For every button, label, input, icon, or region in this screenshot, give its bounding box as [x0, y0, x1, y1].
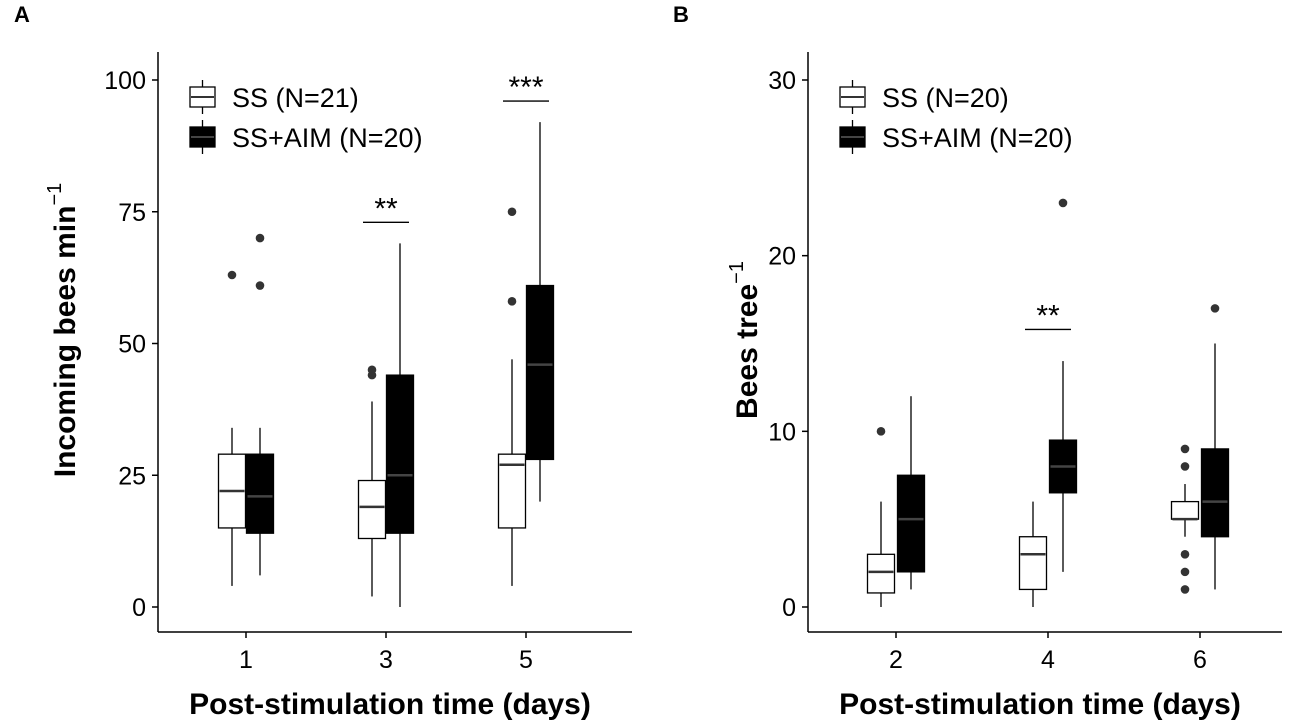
legend-item: SS+AIM (N=20)	[189, 120, 423, 154]
legend-label: SS+AIM (N=20)	[882, 123, 1073, 153]
legend: SS (N=20) SS+AIM (N=20)	[839, 80, 1073, 154]
box-ss-aim-day-4	[1048, 198, 1078, 572]
box-iqr	[497, 453, 527, 529]
outlier-point	[507, 297, 517, 306]
box-ss-aim-day-3	[385, 243, 415, 607]
y-tick-label: 100	[104, 67, 146, 95]
y-tick-label: 75	[118, 199, 146, 227]
outlier-point	[255, 233, 265, 243]
box-iqr	[245, 453, 275, 534]
x-axis-title: Post-stimulation time (days)	[189, 688, 591, 721]
legend-item: SS+AIM (N=20)	[839, 120, 1073, 154]
box-ss-aim-day-1	[245, 233, 275, 576]
panel-letter: A	[14, 2, 30, 27]
outlier-point	[1180, 550, 1190, 559]
box-iqr	[896, 474, 926, 573]
outlier-point	[1058, 198, 1068, 208]
outlier-point	[255, 281, 265, 290]
box-iqr	[525, 284, 555, 461]
box-ss-aim-day-2	[896, 396, 926, 590]
y-tick-label: 50	[118, 331, 146, 359]
x-tick-label: 3	[379, 646, 393, 674]
y-tick-label: 10	[768, 418, 796, 446]
y-axis-title: Bees tree−1	[726, 261, 764, 419]
y-tick-label: 0	[132, 594, 146, 622]
outlier-point	[227, 270, 237, 280]
x-tick-label: 4	[1041, 646, 1055, 674]
outlier-point	[507, 207, 517, 217]
box-ss-day-5	[497, 207, 527, 586]
panel-a: A 0 25 50 75 100 1 3 5 Post-stimulation time (day…	[14, 2, 632, 721]
y-axis-title-superscript: −1	[44, 183, 66, 206]
box-ss-day-1	[217, 270, 247, 586]
legend-label: SS (N=20)	[882, 83, 1009, 113]
significance-label: **	[374, 192, 398, 225]
x-tick-label: 5	[519, 646, 533, 674]
significance-label: ***	[508, 71, 543, 104]
outlier-point	[876, 427, 886, 436]
x-tick-label: 1	[239, 646, 253, 674]
box-iqr	[357, 479, 387, 540]
y-tick-label: 20	[768, 243, 796, 271]
legend-item: SS (N=20)	[839, 80, 1009, 114]
legend: SS (N=21) SS+AIM (N=20)	[189, 80, 423, 154]
outlier-point	[1180, 444, 1190, 454]
y-tick-label: 30	[768, 67, 796, 95]
y-axis-title: Incoming bees min−1	[44, 183, 82, 478]
y-axis-title-main: Incoming bees min	[49, 206, 82, 478]
outlier-point	[1180, 567, 1190, 577]
y-tick-label: 25	[118, 462, 146, 490]
legend-item: SS (N=21)	[189, 80, 359, 114]
x-tick-label: 2	[889, 646, 903, 674]
legend-label: SS (N=21)	[232, 83, 359, 113]
x-tick-label: 6	[1193, 646, 1207, 674]
legend-label: SS+AIM (N=20)	[232, 123, 423, 153]
box-iqr	[1200, 448, 1230, 538]
box-iqr	[1018, 536, 1048, 591]
box-ss-day-3	[357, 365, 387, 597]
box-ss-day-2	[866, 427, 896, 607]
outlier-point	[367, 365, 377, 375]
box-ss-aim-day-5	[525, 122, 555, 502]
box-iqr	[866, 553, 896, 594]
x-axis-title: Post-stimulation time (days)	[839, 688, 1241, 721]
outlier-point	[1180, 585, 1190, 594]
box-ss-day-6	[1170, 444, 1200, 594]
outlier-point	[1210, 304, 1220, 313]
box-ss-day-4	[1018, 501, 1048, 607]
box-iqr	[1170, 500, 1200, 520]
box-iqr	[385, 374, 415, 534]
significance-label: **	[1036, 299, 1060, 332]
y-axis-title-superscript: −1	[726, 261, 748, 284]
box-ss-aim-day-6	[1200, 304, 1230, 590]
y-axis-title-main: Bees tree	[731, 284, 764, 419]
panel-letter: B	[673, 2, 689, 27]
outlier-point	[1180, 462, 1190, 471]
y-tick-label: 0	[782, 594, 796, 622]
panel-b: B 0 10 20 30 2 4 6 Post-stimulation time (days) B…	[673, 2, 1282, 721]
